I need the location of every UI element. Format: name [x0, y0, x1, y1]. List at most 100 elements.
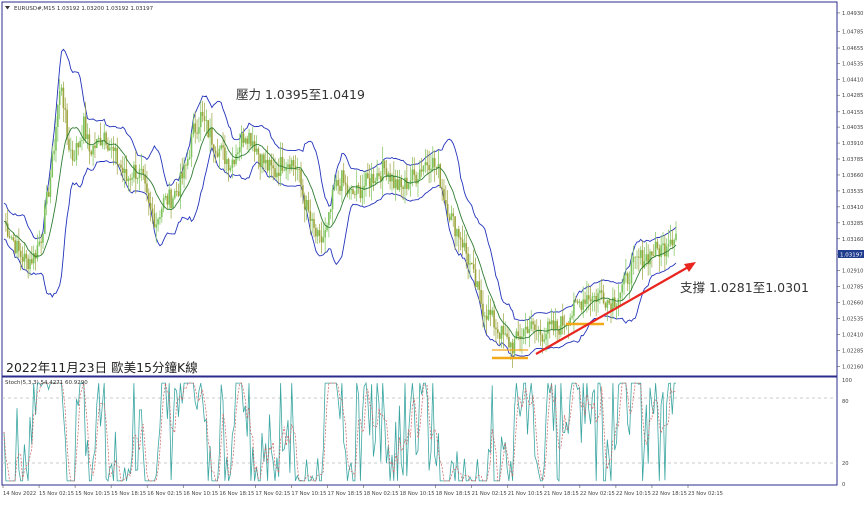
time-tick-label: 18 Nov 02:15: [364, 491, 399, 497]
candle-body: [417, 178, 419, 184]
candle-body: [625, 273, 627, 276]
candle-body: [615, 305, 618, 307]
candle-body: [315, 227, 317, 237]
candle-body: [292, 160, 295, 166]
ma-line: [3, 126, 677, 339]
time-tick-label: 16 Nov 10:15: [183, 491, 218, 497]
price-tick-label: 1.04035: [842, 125, 863, 131]
time-tick-label: 22 Nov 02:15: [580, 491, 615, 497]
candle-body: [545, 333, 547, 340]
candle-body: [350, 188, 352, 191]
price-tick-label: 1.04155: [842, 110, 863, 116]
candle-body: [406, 177, 408, 189]
main-panel: [1, 1, 838, 377]
candle-body: [320, 235, 323, 243]
candle-body: [290, 160, 293, 170]
candle-body: [420, 169, 423, 172]
candle-body: [582, 299, 584, 310]
candle-body: [68, 139, 70, 150]
candle-body: [469, 262, 471, 265]
candle-body: [255, 148, 258, 152]
candle-body: [441, 187, 443, 190]
candle-body: [263, 154, 265, 164]
candle-body: [335, 180, 338, 187]
candle-body: [123, 169, 126, 174]
candle-body: [36, 245, 39, 259]
trend-arrow-line: [535, 265, 691, 355]
candle-body: [179, 172, 182, 197]
candle-body: [337, 180, 339, 186]
price-tick-label: 1.03785: [842, 157, 863, 163]
candle-body: [539, 329, 542, 335]
candle-body: [225, 159, 228, 165]
candle-body: [456, 229, 458, 237]
candle-body: [125, 169, 128, 182]
candle-body: [639, 250, 642, 258]
candle-body: [250, 132, 252, 146]
chart-caption: 2022年11月23日 歐美15分鐘K線: [6, 360, 198, 375]
candle-body: [86, 134, 89, 140]
candle-body: [272, 165, 274, 169]
candle-body: [129, 178, 132, 180]
time-tick-label: 17 Nov 18:15: [327, 491, 362, 497]
candle-body: [220, 145, 222, 149]
candle-body: [365, 173, 367, 186]
time-axis: 14 Nov 2022 15 Nov 02:15 15 Nov 10:15 15 No…: [2, 485, 723, 497]
candle-body: [207, 120, 209, 138]
candle-body: [268, 159, 271, 171]
candle-body: [478, 281, 481, 290]
candle-body: [634, 256, 636, 258]
candle-body: [361, 189, 364, 199]
candle-body: [279, 156, 282, 176]
candle-body: [73, 159, 76, 161]
candle-body: [428, 165, 430, 171]
candle-body: [571, 315, 573, 318]
candle-body: [599, 290, 601, 294]
candle-body: [381, 160, 384, 181]
candle-body: [550, 320, 553, 325]
candle-body: [71, 149, 74, 161]
candle-body: [669, 239, 672, 244]
candle-body: [60, 87, 63, 92]
candle-body: [257, 148, 260, 155]
candle-body: [81, 140, 83, 142]
candle-body: [103, 132, 106, 141]
candle-body: [18, 240, 20, 251]
candle-body: [212, 144, 215, 151]
candle-body: [363, 185, 365, 190]
candle-body: [400, 179, 403, 187]
candle-body: [422, 165, 425, 172]
candle-body: [298, 169, 300, 170]
candle-body: [389, 173, 391, 182]
candle-body: [237, 152, 239, 154]
candle-body: [25, 253, 28, 259]
candle-body: [264, 159, 267, 164]
candle-body: [302, 185, 304, 196]
candle-body: [316, 230, 319, 237]
candle-body: [593, 296, 596, 297]
resistance-annotation: 壓力 1.0395至1.0419: [236, 87, 365, 102]
candle-body: [205, 120, 208, 122]
candle-body: [131, 177, 133, 180]
candle-body: [409, 180, 412, 184]
candle-body: [253, 141, 256, 152]
candle-body: [157, 219, 159, 225]
candle-body: [192, 123, 195, 135]
candle-body: [368, 178, 371, 187]
candle-body: [283, 170, 286, 172]
candle-body: [266, 159, 269, 171]
price-tick-label: 1.03535: [842, 189, 863, 195]
candle-body: [166, 195, 169, 205]
candle-body: [513, 339, 516, 354]
candle-body: [626, 273, 629, 284]
candle-body: [376, 173, 378, 182]
candle-body: [437, 164, 440, 169]
candle-body: [331, 189, 334, 210]
candle-body: [600, 290, 603, 293]
candle-body: [300, 169, 302, 186]
candle-body: [296, 169, 299, 170]
candle-body: [136, 177, 139, 179]
candle-body: [274, 168, 276, 178]
candle-body: [19, 250, 22, 257]
chart-menu-icon[interactable]: [5, 6, 10, 10]
